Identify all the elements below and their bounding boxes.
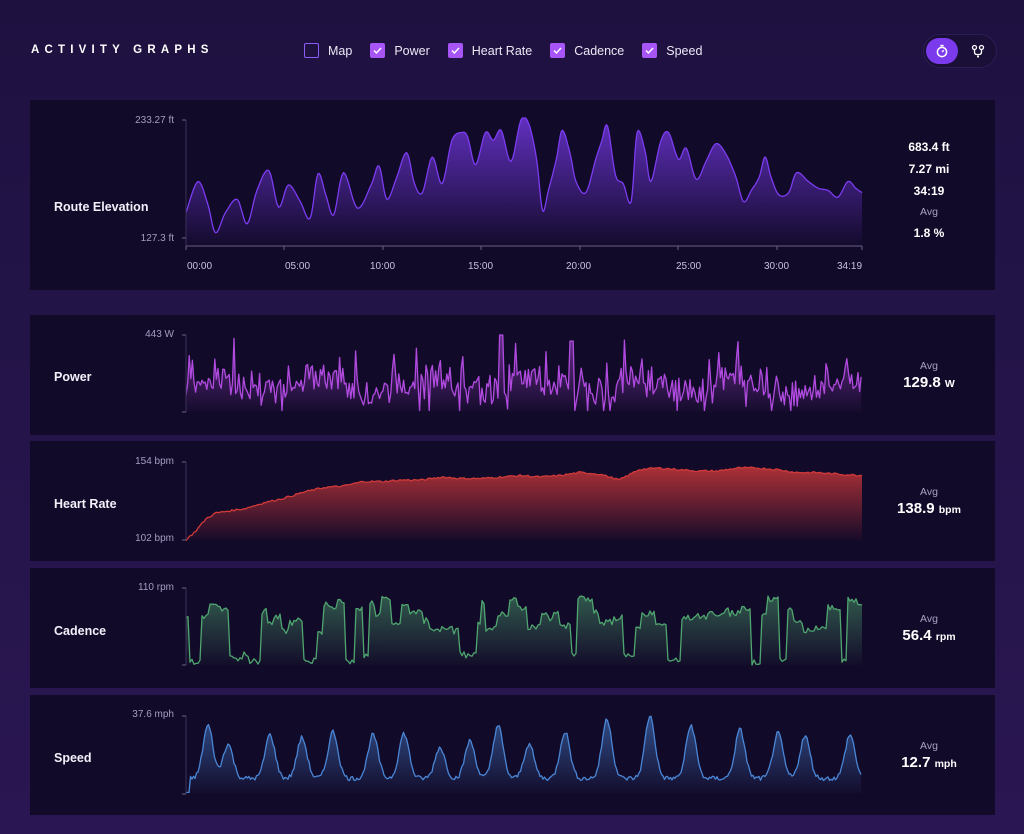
stopwatch-icon bbox=[936, 44, 948, 58]
cadence-line bbox=[185, 595, 863, 666]
speed-y-max-label: 37.6 mph bbox=[132, 709, 174, 720]
avg-label: Avg bbox=[920, 613, 938, 625]
heart-rate-panel: Heart Rate 154 bpm 102 bpm Avg 138.9 bpm bbox=[30, 441, 995, 561]
x-tick-label: 20:00 bbox=[566, 261, 592, 272]
avg-number: 56.4 bbox=[902, 627, 932, 644]
avg-unit: W bbox=[944, 378, 955, 390]
power-avg: Avg 129.8 W bbox=[869, 360, 989, 391]
route-icon bbox=[971, 44, 985, 58]
page-title: ACTIVITY GRAPHS bbox=[31, 44, 214, 56]
check-icon bbox=[451, 47, 460, 54]
avg-label: Avg bbox=[920, 740, 938, 752]
power-line bbox=[185, 334, 862, 412]
elevation-y-min-label: 127.3 ft bbox=[140, 233, 174, 244]
avg-number: 12.7 bbox=[901, 754, 931, 771]
checkbox-map[interactable] bbox=[304, 43, 319, 58]
cadence-avg: Avg 56.4 rpm bbox=[869, 613, 989, 644]
avg-unit: mph bbox=[934, 758, 957, 770]
speed-panel: Speed 37.6 mph Avg 12.7 mph bbox=[30, 695, 995, 815]
elevation-area bbox=[186, 118, 862, 245]
elevation-y-max-label: 233.27 ft bbox=[135, 115, 174, 126]
heart-rate-chart bbox=[182, 461, 863, 542]
power-label: Power bbox=[54, 370, 92, 384]
elevation-label: Route Elevation bbox=[54, 200, 149, 214]
speed-area bbox=[186, 716, 861, 794]
time-view-button[interactable] bbox=[926, 38, 958, 64]
toggle-label: Speed bbox=[666, 43, 703, 58]
elevation-stats: 683.4 ft 7.27 mi 34:19 Avg 1.8 % bbox=[869, 140, 989, 248]
speed-avg: Avg 12.7 mph bbox=[869, 740, 989, 771]
avg-label: Avg bbox=[920, 360, 938, 372]
distance-value: 7.27 mi bbox=[908, 162, 950, 176]
avg-unit: bpm bbox=[938, 504, 961, 516]
x-tick-label: 00:00 bbox=[187, 261, 213, 272]
avg-value: 56.4 rpm bbox=[869, 627, 989, 644]
x-tick-label: 10:00 bbox=[370, 261, 396, 272]
cadence-panel: Cadence 110 rpm Avg 56.4 rpm bbox=[30, 568, 995, 688]
avg-number: 129.8 bbox=[903, 374, 941, 391]
power-panel: Power 443 W Avg 129.8 W bbox=[30, 315, 995, 435]
toggle-map[interactable]: Map bbox=[304, 43, 352, 58]
avg-value: 12.7 mph bbox=[869, 754, 989, 771]
checkbox-power[interactable] bbox=[370, 43, 386, 58]
heart-rate-y-max-label: 154 bpm bbox=[135, 456, 174, 467]
view-switch bbox=[923, 34, 997, 68]
avg-value: 129.8 W bbox=[869, 374, 989, 391]
avg-unit: rpm bbox=[935, 631, 956, 643]
graph-toggles: Map Power Heart Rate Cadence Speed bbox=[304, 43, 720, 58]
heart-rate-label: Heart Rate bbox=[54, 497, 117, 511]
checkbox-speed[interactable] bbox=[642, 43, 658, 58]
x-tick-label: 15:00 bbox=[468, 261, 494, 272]
toggle-heart-rate[interactable]: Heart Rate bbox=[447, 43, 533, 58]
cadence-label: Cadence bbox=[54, 624, 107, 638]
toggle-label: Cadence bbox=[574, 43, 625, 58]
elevation-gain-value: 683.4 ft bbox=[908, 140, 950, 154]
x-tick-label: 34:19 bbox=[837, 261, 863, 272]
toggle-cadence[interactable]: Cadence bbox=[550, 43, 624, 58]
x-tick-label: 25:00 bbox=[676, 261, 702, 272]
heart-rate-line bbox=[185, 466, 863, 542]
toggle-speed[interactable]: Speed bbox=[642, 43, 702, 58]
x-tick-label: 05:00 bbox=[285, 261, 311, 272]
toggle-label: Heart Rate bbox=[471, 43, 533, 58]
x-tick-label: 30:00 bbox=[764, 261, 790, 272]
avg-number: 138.9 bbox=[897, 500, 935, 517]
check-icon bbox=[373, 47, 382, 54]
elevation-panel: Route Elevation 233.27 ft 127.3 ft 00:00… bbox=[30, 100, 995, 290]
checkbox-heart-rate[interactable] bbox=[447, 43, 463, 58]
check-icon bbox=[553, 47, 562, 54]
cadence-y-max-label: 110 rpm bbox=[138, 582, 174, 593]
avg-grade-value: 1.8 % bbox=[913, 226, 945, 240]
toggle-power[interactable]: Power bbox=[370, 43, 430, 58]
header: ACTIVITY GRAPHS Map Power Heart Rate Cad… bbox=[0, 0, 1024, 100]
speed-chart bbox=[182, 715, 862, 795]
heart-rate-y-min-label: 102 bpm bbox=[135, 533, 174, 544]
heart-rate-avg: Avg 138.9 bpm bbox=[869, 486, 989, 517]
toggle-label: Power bbox=[394, 43, 430, 58]
power-chart bbox=[182, 334, 862, 413]
avg-label: Avg bbox=[920, 486, 938, 498]
heart-rate-area bbox=[186, 467, 862, 541]
avg-value: 138.9 bpm bbox=[869, 500, 989, 517]
avg-label: Avg bbox=[920, 206, 938, 218]
power-y-max-label: 443 W bbox=[145, 329, 174, 340]
elevation-chart bbox=[182, 117, 863, 250]
speed-label: Speed bbox=[54, 751, 92, 765]
checkbox-cadence[interactable] bbox=[550, 43, 566, 58]
duration-value: 34:19 bbox=[913, 184, 945, 198]
toggle-label: Map bbox=[328, 43, 353, 58]
cadence-chart bbox=[182, 587, 863, 666]
distance-view-button[interactable] bbox=[962, 38, 994, 64]
speed-line bbox=[186, 715, 862, 794]
elevation-line bbox=[185, 117, 863, 234]
check-icon bbox=[645, 47, 654, 54]
